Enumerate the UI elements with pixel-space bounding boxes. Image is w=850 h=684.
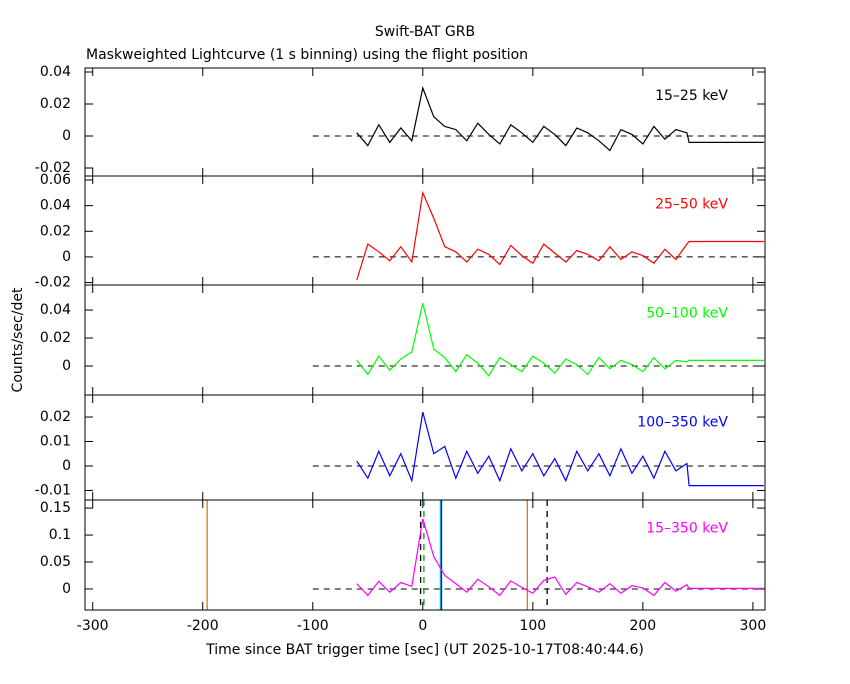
band-label: 15–25 keV (655, 88, 728, 104)
band-label: 25–50 keV (655, 196, 728, 212)
x-tick-label: -200 (187, 618, 219, 634)
panel-frame (84, 499, 766, 611)
y-tick-label: 0.02 (40, 409, 71, 425)
y-tick-label: 0.06 (40, 172, 71, 188)
panel-frame (84, 284, 766, 396)
lightcurve (356, 302, 764, 377)
y-tick-label: 0 (62, 128, 71, 144)
y-tick-label: 0.02 (40, 330, 71, 346)
x-tick-label: -300 (77, 618, 109, 634)
y-tick-label: 0 (62, 249, 71, 265)
y-tick-label: 0.02 (40, 223, 71, 239)
y-tick-label: 0.04 (40, 198, 71, 214)
lightcurve (356, 190, 764, 281)
x-tick-label: 100 (519, 618, 546, 634)
x-tick-label: 0 (418, 618, 427, 634)
chart-title: Swift-BAT GRB (375, 24, 475, 40)
chart-subtitle: Maskweighted Lightcurve (1 s binning) us… (86, 47, 528, 63)
y-tick-label: 0.15 (40, 500, 71, 516)
panel-frame (84, 67, 766, 177)
lightcurve (356, 411, 764, 487)
y-axis-label: Counts/sec/det (10, 287, 26, 392)
y-tick-label: -0.01 (35, 482, 71, 498)
panel-frame (84, 394, 766, 501)
y-tick-label: 0 (62, 358, 71, 374)
y-tick-label: 0.04 (40, 302, 71, 318)
band-label: 50–100 keV (646, 306, 728, 322)
y-tick-label: 0.02 (40, 96, 71, 112)
lightcurve (356, 85, 764, 152)
y-tick-label: -0.02 (35, 160, 71, 176)
panel-frame (84, 175, 766, 286)
y-tick-label: 0.01 (40, 434, 71, 450)
band-label: 100–350 keV (637, 414, 728, 430)
band-label: 15–350 keV (646, 521, 728, 537)
x-tick-label: 300 (740, 618, 767, 634)
x-tick-label: 200 (629, 618, 656, 634)
x-tick-label: -100 (297, 618, 329, 634)
y-tick-label: -0.02 (35, 275, 71, 291)
y-tick-label: 0.05 (40, 554, 71, 570)
lightcurve (356, 518, 764, 597)
x-axis-label: Time since BAT trigger time [sec] (UT 20… (205, 642, 644, 658)
y-tick-label: 0 (62, 458, 71, 474)
y-tick-label: 0 (62, 581, 71, 597)
y-tick-label: 0.04 (40, 64, 71, 80)
y-tick-label: 0.1 (49, 527, 71, 543)
